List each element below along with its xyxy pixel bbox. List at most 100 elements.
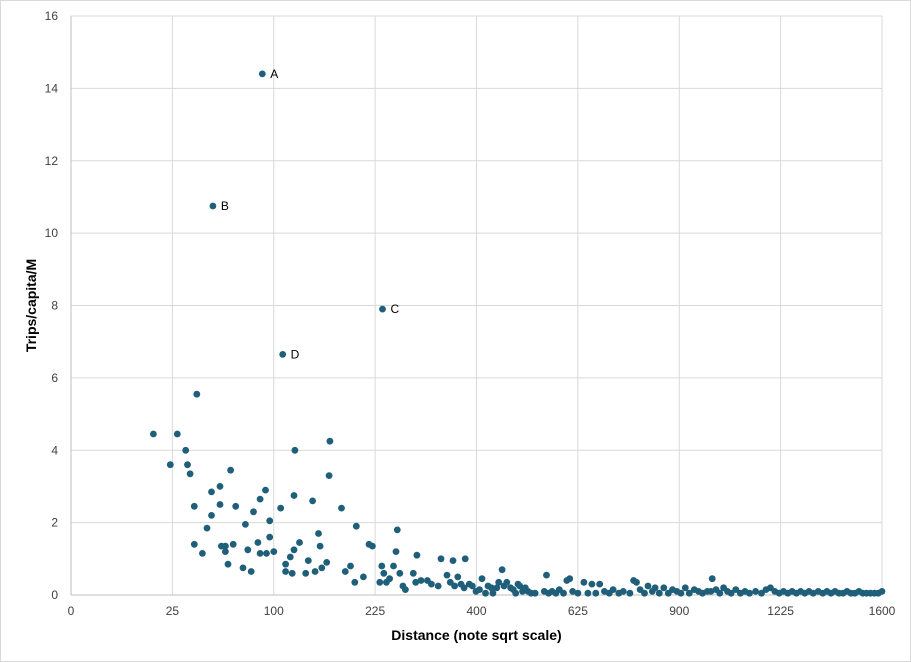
data-point <box>386 575 393 583</box>
data-point <box>190 502 198 510</box>
data-point <box>543 571 550 579</box>
data-point <box>451 582 458 590</box>
data-point <box>316 542 324 550</box>
data-point <box>296 539 303 546</box>
y-tick-label: 4 <box>51 443 58 457</box>
data-point <box>588 580 596 588</box>
point-label-a: A <box>270 67 278 81</box>
x-tick-label: 900 <box>669 604 689 618</box>
data-point <box>437 555 445 563</box>
data-point <box>626 589 634 597</box>
point-annotations: A B C D <box>221 67 400 361</box>
data-point <box>290 492 298 499</box>
data-point <box>222 542 229 550</box>
data-point <box>347 562 354 570</box>
data-point <box>461 555 469 563</box>
data-point <box>592 589 600 597</box>
data-point <box>360 573 367 581</box>
data-point <box>569 588 576 595</box>
data-point <box>304 557 312 564</box>
data-point <box>266 517 274 525</box>
data-point <box>574 589 582 597</box>
x-tick-label: 1600 <box>869 604 896 618</box>
y-tick-label: 10 <box>45 226 59 240</box>
data-point <box>254 539 262 546</box>
data-point <box>482 589 489 597</box>
data-point <box>270 548 278 555</box>
point-label-c: C <box>390 302 399 316</box>
data-point <box>609 586 617 593</box>
data-point <box>291 446 299 454</box>
data-point <box>351 578 359 586</box>
data-point <box>512 589 520 597</box>
data-point <box>412 578 420 586</box>
y-tick-label: 0 <box>51 588 58 602</box>
data-point <box>746 589 753 597</box>
data-point <box>531 589 539 597</box>
data-point <box>619 588 627 595</box>
data-point <box>434 582 442 590</box>
y-tick-label: 2 <box>51 516 58 530</box>
data-point <box>216 501 224 508</box>
x-tick-labels: 0 25 100 225 400 625 900 1225 1600 <box>68 604 896 618</box>
data-point <box>150 430 157 438</box>
data-point <box>224 560 232 568</box>
data-point <box>641 589 648 597</box>
data-point <box>256 495 264 503</box>
y-tick-label: 8 <box>51 299 58 313</box>
data-point <box>443 571 451 579</box>
data-points <box>150 70 886 597</box>
data-point <box>644 582 652 590</box>
y-tick-label: 12 <box>45 154 59 168</box>
data-point <box>379 305 386 313</box>
data-point <box>428 580 435 588</box>
data-point <box>288 569 296 577</box>
data-point <box>193 390 201 398</box>
x-tick-label: 400 <box>466 604 486 618</box>
data-point <box>376 578 384 586</box>
data-point <box>338 504 345 512</box>
data-point <box>727 589 735 597</box>
data-point <box>186 470 194 478</box>
data-point <box>352 522 360 530</box>
data-point <box>716 589 724 597</box>
data-point <box>326 437 334 445</box>
data-point <box>651 584 659 592</box>
data-point <box>493 584 501 592</box>
data-point <box>309 497 316 505</box>
data-point <box>239 564 247 572</box>
data-point <box>208 512 215 519</box>
data-point <box>454 573 462 581</box>
data-point <box>184 461 191 469</box>
data-point <box>633 578 640 586</box>
data-point <box>166 461 174 469</box>
data-point <box>318 564 326 572</box>
data-point <box>229 540 237 548</box>
data-point <box>732 586 740 593</box>
x-axis-title: Distance (note sqrt scale) <box>391 627 561 643</box>
data-point <box>208 488 215 496</box>
data-point <box>232 502 240 510</box>
data-point <box>417 577 425 584</box>
x-tick-label: 225 <box>365 604 385 618</box>
data-point <box>341 568 349 575</box>
data-point <box>311 568 319 575</box>
data-point <box>250 508 257 516</box>
data-point <box>290 546 298 554</box>
x-tick-label: 0 <box>68 604 75 618</box>
data-point <box>262 486 269 494</box>
data-point <box>256 550 264 557</box>
data-point <box>488 584 495 592</box>
data-point <box>498 566 506 574</box>
data-point <box>378 562 386 570</box>
y-tick-label: 16 <box>45 9 59 23</box>
point-label-d: D <box>291 347 300 361</box>
data-point <box>752 588 759 595</box>
data-point <box>209 202 217 210</box>
data-point <box>409 569 417 577</box>
data-point <box>227 466 235 474</box>
data-point <box>460 584 468 592</box>
y-tick-label: 14 <box>45 81 59 95</box>
data-point <box>203 524 211 532</box>
data-point <box>282 560 289 568</box>
